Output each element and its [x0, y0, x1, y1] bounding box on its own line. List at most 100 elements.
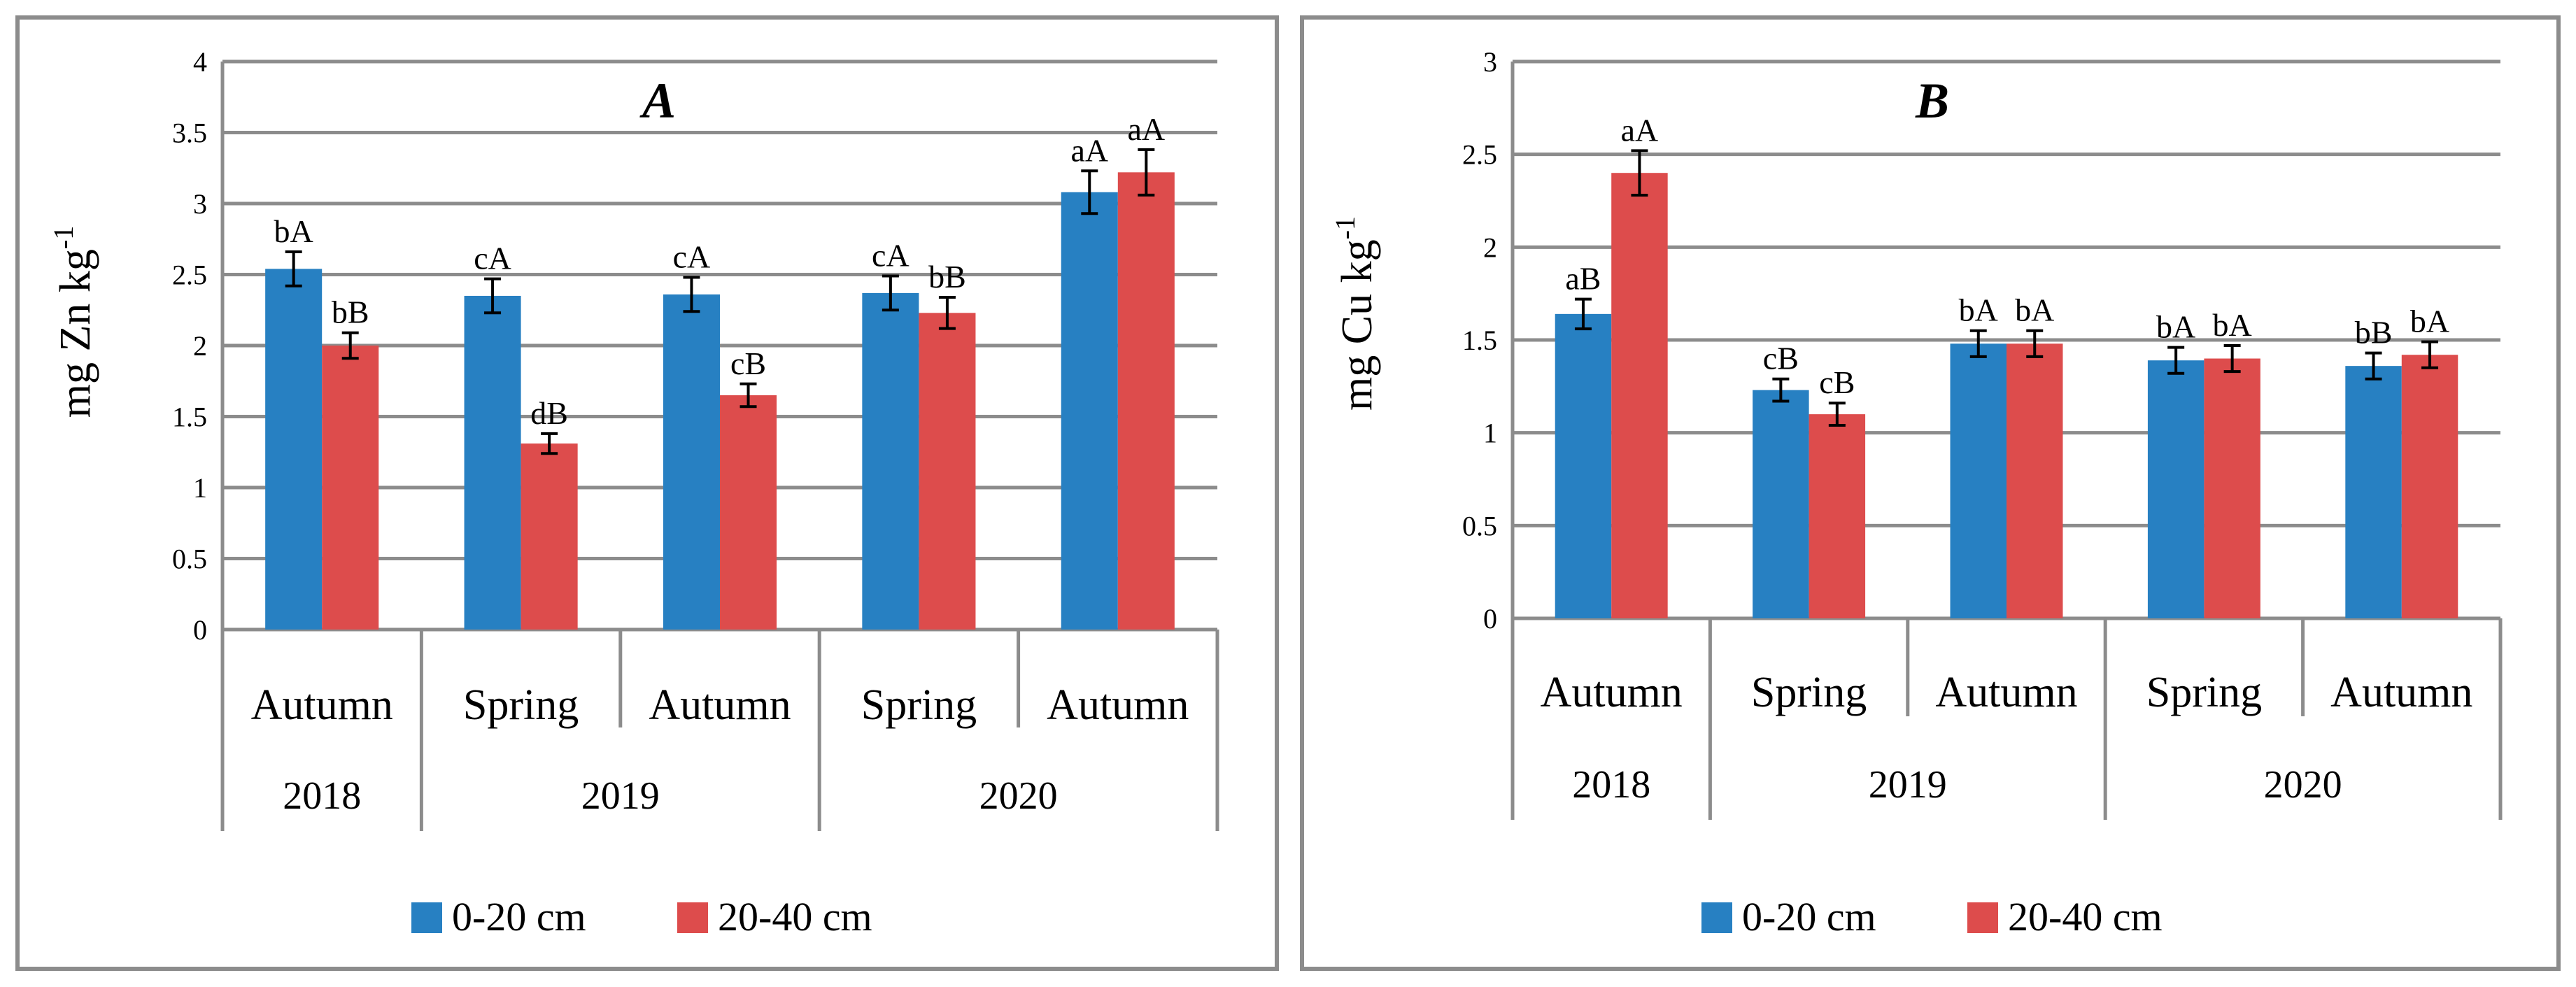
error-bar — [285, 250, 302, 287]
y-axis-label-main: mg Zn kg — [52, 249, 99, 418]
error-bar — [2026, 329, 2044, 358]
error-bar — [1772, 377, 1790, 403]
significance-label: dB — [530, 395, 568, 431]
error-bar — [683, 276, 700, 313]
significance-label: bB — [928, 259, 966, 294]
bar-depth-20-40 — [2204, 358, 2260, 618]
legend-label: 0-20 cm — [452, 894, 586, 939]
bar-depth-0-20 — [265, 269, 323, 630]
y-tick-label: 1 — [193, 472, 207, 504]
y-tick-label: 0 — [1483, 603, 1497, 634]
bar-depth-0-20 — [1753, 390, 1809, 618]
y-axis-label: mg Zn kg-1 — [48, 226, 99, 418]
error-bar — [2223, 343, 2241, 374]
year-label: 2018 — [283, 774, 361, 818]
y-axis-label-superscript: -1 — [1329, 216, 1361, 239]
bar-depth-20-40 — [322, 346, 379, 630]
y-tick-label: 2.5 — [1462, 139, 1497, 171]
category-label: Spring — [2146, 669, 2262, 716]
significance-label: aB — [1565, 261, 1601, 297]
y-axis-label-main: mg Cu kg — [1333, 239, 1381, 411]
bar-depth-0-20 — [2147, 360, 2205, 618]
y-tick-label: 0 — [193, 614, 207, 646]
significance-label: aA — [1128, 111, 1166, 147]
category-label: Autumn — [649, 681, 791, 729]
category-label: Spring — [1751, 669, 1867, 716]
y-tick-label: 1.5 — [172, 402, 207, 433]
significance-label: cB — [730, 346, 766, 381]
bar-depth-0-20 — [1061, 192, 1118, 630]
significance-label: aA — [1621, 112, 1659, 148]
category-label: Spring — [463, 681, 579, 729]
error-bar — [739, 382, 757, 409]
bar-depth-20-40 — [1809, 414, 1866, 618]
error-bar — [1081, 169, 1098, 215]
y-tick-label: 1 — [1483, 418, 1497, 449]
error-bar — [2167, 346, 2185, 375]
y-tick-label: 3 — [1483, 46, 1497, 78]
chart-b-svg: 0 0.5 1 1.5 2 2.5 3 aB cB bA bA bB aA cB bA bA bA Autumn S… — [1329, 46, 2503, 939]
bar-depth-20-40 — [919, 313, 976, 630]
error-bar — [882, 274, 899, 312]
bar-depth-20-40 — [1611, 173, 1668, 618]
error-bar — [938, 295, 956, 330]
significance-label: bA — [2156, 309, 2195, 345]
bar-depth-0-20 — [663, 294, 720, 630]
legend-label: 20-40 cm — [718, 894, 872, 939]
legend-swatch — [411, 902, 442, 933]
category-label: Autumn — [251, 681, 393, 729]
y-tick-label: 4 — [193, 46, 207, 78]
legend-label: 0-20 cm — [1742, 894, 1876, 939]
legend-label: 20-40 cm — [2008, 894, 2163, 939]
chart-title: A — [639, 73, 676, 129]
chart-panel-b: 0 0.5 1 1.5 2 2.5 3 aB cB bA bA bB aA cB bA bA bA Autumn S… — [1300, 15, 2561, 971]
significance-label: cA — [872, 238, 910, 274]
year-label: 2019 — [581, 774, 660, 818]
error-bar — [1828, 402, 1846, 427]
significance-label: bB — [332, 294, 369, 330]
significance-label: cB — [1819, 364, 1855, 400]
significance-label: cA — [673, 239, 711, 275]
category-label: Spring — [861, 681, 977, 729]
category-label: Autumn — [1047, 681, 1189, 729]
chart-title: B — [1915, 73, 1949, 129]
chart-panel-a: 0 0.5 1 1.5 2 2.5 3 3.5 4 bA cA cA cA aA bB dB cB bB aA Aut… — [15, 15, 1279, 971]
legend-swatch — [1967, 902, 1998, 933]
y-axis-label: mg Cu kg-1 — [1329, 216, 1381, 411]
y-tick-label: 1.5 — [1462, 325, 1497, 356]
bar-depth-0-20 — [1555, 313, 1612, 618]
y-axis-label-superscript: -1 — [48, 226, 79, 249]
bar-depth-20-40 — [2007, 343, 2063, 618]
significance-label: aA — [1070, 132, 1108, 168]
error-bar — [2421, 340, 2439, 369]
year-label: 2018 — [1572, 763, 1650, 807]
legend-swatch — [1701, 902, 1732, 933]
y-tick-label: 2 — [1483, 232, 1497, 263]
bar-depth-0-20 — [2345, 366, 2402, 618]
significance-label: bA — [2015, 292, 2054, 328]
y-tick-label: 3 — [193, 188, 207, 220]
error-bar — [341, 331, 359, 360]
year-label: 2020 — [2264, 763, 2342, 807]
legend-swatch — [677, 902, 708, 933]
bar-depth-20-40 — [521, 443, 578, 630]
y-tick-label: 0.5 — [172, 544, 207, 575]
significance-label: bB — [2355, 315, 2393, 350]
significance-label: bA — [1959, 292, 1998, 328]
category-label: Autumn — [1541, 669, 1683, 716]
year-label: 2020 — [979, 774, 1058, 818]
significance-label: bA — [274, 213, 313, 249]
chart-a-svg: 0 0.5 1 1.5 2 2.5 3 3.5 4 bA cA cA cA aA bB dB cB bB aA Aut… — [48, 46, 1219, 939]
y-tick-label: 3.5 — [172, 118, 207, 149]
significance-label: bA — [2410, 304, 2449, 339]
year-label: 2019 — [1869, 763, 1947, 807]
bar-depth-20-40 — [720, 395, 777, 630]
error-bar — [1574, 297, 1592, 331]
y-tick-label: 2 — [193, 330, 207, 362]
error-bar — [541, 432, 558, 455]
bar-depth-0-20 — [862, 292, 919, 630]
category-label: Autumn — [1935, 669, 2077, 716]
significance-label: bA — [2213, 307, 2252, 343]
y-tick-label: 0.5 — [1462, 510, 1497, 541]
error-bar — [2365, 351, 2382, 381]
